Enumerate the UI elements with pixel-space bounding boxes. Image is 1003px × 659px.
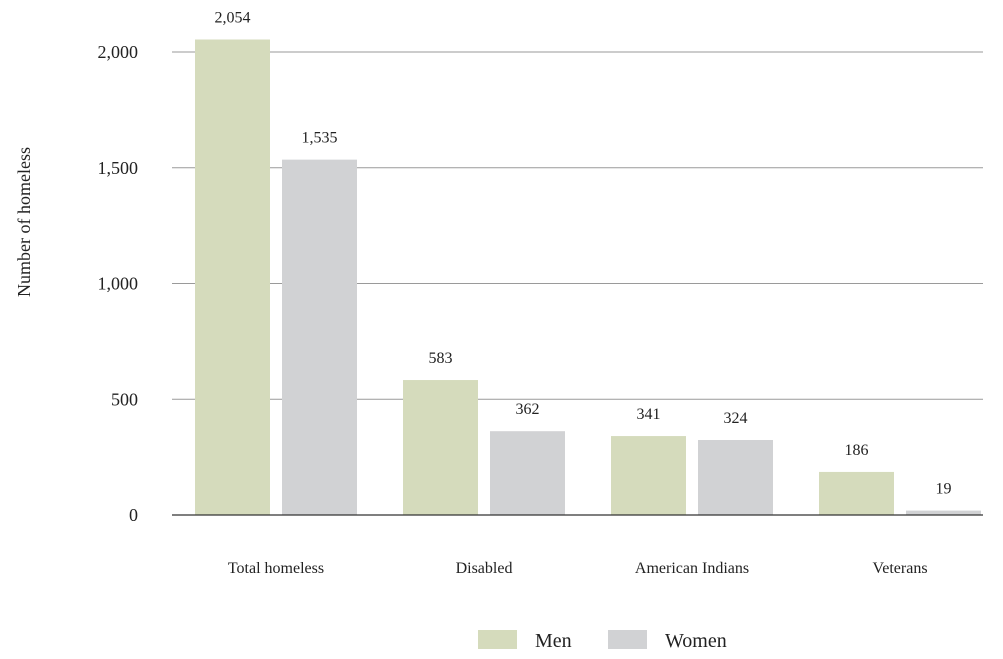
data-label: 324	[724, 410, 748, 427]
legend-label-men: Men	[535, 630, 572, 652]
data-labels: 2,054 1,535 583 362 341 324 186 19	[215, 9, 952, 497]
legend-label-women: Women	[665, 630, 727, 652]
bar-women	[490, 431, 565, 515]
y-tick-label: 1,500	[98, 158, 139, 178]
data-label: 362	[516, 401, 540, 418]
x-tick-label: Veterans	[872, 560, 927, 577]
y-axis-title: Number of homeless	[14, 147, 34, 297]
axes: 0 500 1,000 1,500 2,000 Total homeless Disable…	[98, 42, 983, 577]
legend-swatch-men	[478, 630, 517, 649]
bar-women	[698, 439, 773, 515]
bar-men	[611, 436, 686, 515]
x-tick-label: American Indians	[635, 560, 749, 577]
data-label: 186	[845, 442, 869, 459]
bar-men	[195, 39, 270, 516]
data-label: 341	[637, 406, 661, 423]
legend-swatch-women	[608, 630, 647, 649]
bar-men	[403, 380, 478, 515]
bars	[195, 39, 981, 516]
bar-women	[906, 510, 981, 515]
legend: Men Women	[478, 630, 727, 652]
data-label: 583	[429, 350, 453, 367]
bar-men	[819, 471, 894, 515]
bar-women	[282, 159, 357, 515]
y-tick-label: 1,000	[98, 274, 139, 294]
y-tick-label: 2,000	[98, 42, 139, 62]
data-label: 1,535	[302, 130, 338, 147]
x-tick-label: Disabled	[456, 560, 513, 577]
data-label: 19	[936, 481, 952, 498]
y-tick-label: 0	[129, 505, 138, 525]
data-label: 2,054	[215, 9, 251, 26]
x-tick-label: Total homeless	[228, 560, 324, 577]
y-tick-label: 500	[111, 389, 138, 409]
